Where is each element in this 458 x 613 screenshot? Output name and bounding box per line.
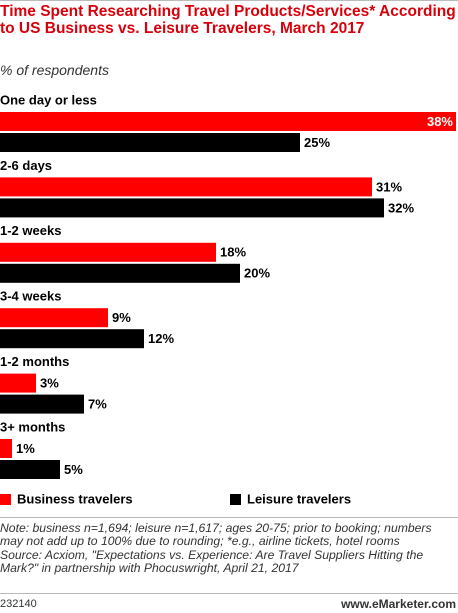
value-label: 9%	[112, 310, 131, 325]
category-label: 3+ months	[0, 419, 65, 434]
bar	[0, 198, 384, 218]
value-label: 20%	[244, 266, 270, 281]
bar	[0, 373, 36, 393]
bar	[0, 263, 240, 283]
category-label: 1-2 weeks	[0, 223, 61, 238]
value-label: 3%	[40, 376, 59, 391]
legend-label: Leisure travelers	[247, 491, 351, 506]
value-label: 32%	[388, 200, 414, 215]
bar	[0, 133, 300, 152]
value-label: 18%	[220, 245, 246, 260]
category-label: One day or less	[0, 92, 97, 107]
bar	[0, 177, 372, 197]
value-label: 1%	[16, 441, 35, 456]
brand: www.eMarketer.com	[341, 597, 456, 611]
bar	[0, 308, 108, 328]
category-label: 1-2 months	[0, 354, 69, 369]
chart-id: 232140	[0, 598, 37, 610]
chart-subtitle: % of respondents	[0, 62, 109, 78]
bar	[0, 439, 12, 458]
legend-label: Business travelers	[17, 491, 133, 506]
value-label: 25%	[304, 135, 330, 150]
value-label: 7%	[88, 397, 107, 412]
value-label: 12%	[148, 331, 174, 346]
legend-swatch	[230, 494, 241, 505]
bar	[0, 112, 456, 131]
bar	[0, 460, 60, 479]
category-label: 2-6 days	[0, 158, 52, 173]
notes: Note: business n=1,694; leisure n=1,617;…	[0, 521, 456, 575]
note: Note: business n=1,694; leisure n=1,617;…	[0, 521, 432, 549]
value-label: 38%	[427, 114, 453, 129]
value-label: 31%	[376, 179, 402, 194]
bar	[0, 329, 144, 349]
source: Source: Acxiom, "Expectations vs. Experi…	[0, 547, 424, 575]
legend-swatch	[0, 494, 11, 505]
bar	[0, 242, 216, 262]
chart-title: Time Spent Researching Travel Products/S…	[0, 3, 456, 37]
category-label: 3-4 weeks	[0, 289, 61, 304]
value-label: 5%	[64, 462, 83, 477]
bar	[0, 394, 84, 414]
